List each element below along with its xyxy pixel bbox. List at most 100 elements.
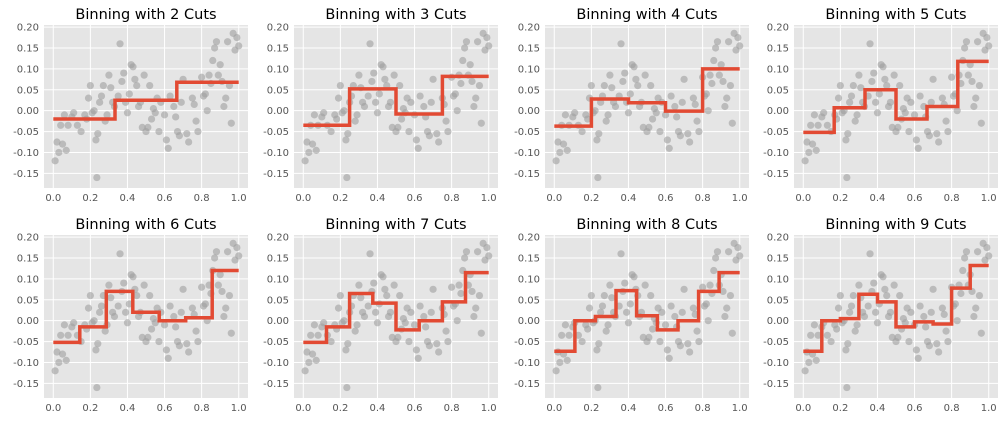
scatter-point xyxy=(110,312,119,321)
scatter-point xyxy=(86,82,94,90)
scatter-point xyxy=(617,40,625,48)
y-tick-label: -0.15 xyxy=(763,169,789,180)
scatter-point xyxy=(172,323,180,331)
scatter-point xyxy=(216,271,224,279)
scatter-point xyxy=(723,304,731,312)
scatter-point xyxy=(726,292,735,300)
y-tick-label: 0.05 xyxy=(518,85,540,96)
scatter-point xyxy=(868,77,876,86)
scatter-point xyxy=(648,325,657,333)
scatter-point xyxy=(90,107,98,115)
scatter-point xyxy=(370,69,378,77)
scatter-point xyxy=(587,292,595,300)
scatter-point xyxy=(691,100,699,109)
scatter-point xyxy=(661,111,670,119)
scatter-point xyxy=(879,63,887,71)
scatter-point xyxy=(736,42,744,50)
scatter-point xyxy=(630,63,638,71)
scatter-point xyxy=(57,331,65,339)
y-tick-label: -0.10 xyxy=(263,148,289,159)
scatter-point xyxy=(225,292,234,300)
x-tick-label: 0.6 xyxy=(157,193,173,204)
scatter-point xyxy=(116,250,124,258)
scatter-point xyxy=(801,367,809,375)
scatter-point xyxy=(107,84,115,92)
scatter-point xyxy=(961,44,969,52)
scatter-point xyxy=(836,82,844,90)
scatter-point xyxy=(554,138,562,146)
x-tick-label: 0.4 xyxy=(621,403,637,414)
subplot-title: Binning with 5 Cuts xyxy=(825,7,966,23)
y-tick-label: -0.10 xyxy=(514,148,540,159)
scatter-point xyxy=(401,319,409,327)
scatter-point xyxy=(912,136,921,144)
x-tick-label: 0.6 xyxy=(157,403,173,414)
scatter-point xyxy=(144,333,152,341)
scatter-point xyxy=(405,337,413,346)
y-tick-label: 0.10 xyxy=(267,274,289,285)
y-tick-label: 0.05 xyxy=(17,85,39,96)
scatter-point xyxy=(353,321,361,329)
scatter-point xyxy=(883,82,891,90)
x-tick-label: 0.6 xyxy=(907,403,923,414)
scatter-point xyxy=(713,248,722,256)
scatter-point xyxy=(728,329,736,337)
y-tick-label: 0.10 xyxy=(17,274,39,285)
y-tick-label: -0.05 xyxy=(13,337,39,348)
scatter-point xyxy=(212,248,221,256)
scatter-point xyxy=(427,98,435,106)
scatter-point xyxy=(844,130,852,138)
y-tick-label: 0.10 xyxy=(767,274,789,285)
scatter-point xyxy=(107,294,115,302)
scatter-point xyxy=(407,98,415,106)
scatter-point xyxy=(372,308,380,316)
scatter-point xyxy=(667,302,675,310)
y-tick-label: 0.10 xyxy=(767,64,789,75)
scatter-point xyxy=(606,281,614,289)
scatter-point xyxy=(959,266,967,275)
scatter-point xyxy=(453,317,461,325)
scatter-point xyxy=(118,77,126,86)
scatter-point xyxy=(594,383,602,392)
scatter-point xyxy=(416,92,424,100)
scatter-point xyxy=(814,331,822,339)
scatter-point xyxy=(820,109,828,117)
scatter-point xyxy=(559,140,568,148)
subplot-4: 0.0 0.2 0.4 0.6 0.8 1.0 -0.15 -0.10 -0.05 0.00 0.0… xyxy=(763,7,998,204)
scatter-point xyxy=(310,321,318,329)
scatter-point xyxy=(671,312,679,321)
x-tick-label: 0.0 xyxy=(45,403,61,414)
y-tick-label: 0.15 xyxy=(17,43,39,54)
subplot-title: Binning with 9 Cuts xyxy=(825,217,966,233)
scatter-point xyxy=(442,117,450,125)
scatter-point xyxy=(851,327,859,335)
subplot-6: 0.0 0.2 0.4 0.6 0.8 1.0 -0.15 -0.10 -0.05 0.00 0.0… xyxy=(263,217,498,414)
y-tick-label: 0.15 xyxy=(17,253,39,264)
scatter-point xyxy=(602,117,610,125)
scatter-point xyxy=(594,173,602,182)
subplot-title: Binning with 3 Cuts xyxy=(325,7,466,23)
scatter-point xyxy=(472,94,480,102)
scatter-point xyxy=(712,254,720,262)
scatter-point xyxy=(665,354,673,362)
scatter-point xyxy=(123,319,132,327)
scatter-point xyxy=(448,283,456,291)
scatter-point xyxy=(368,77,376,86)
scatter-point xyxy=(433,130,441,138)
scatter-point xyxy=(927,308,935,316)
scatter-point xyxy=(805,148,813,157)
step-line xyxy=(53,80,239,121)
x-tick-label: 0.8 xyxy=(444,403,460,414)
scatter-point xyxy=(114,92,122,100)
scatter-point xyxy=(379,63,387,71)
scatter-point xyxy=(812,146,820,154)
scatter-point xyxy=(483,33,491,42)
scatter-point xyxy=(925,342,933,350)
scatter-point xyxy=(334,304,343,312)
scatter-point xyxy=(914,354,922,362)
scatter-point xyxy=(886,98,895,106)
scatter-point xyxy=(894,333,902,341)
scatter-point xyxy=(648,115,657,123)
scatter-point xyxy=(598,302,607,310)
y-tick-label: -0.10 xyxy=(13,148,39,159)
